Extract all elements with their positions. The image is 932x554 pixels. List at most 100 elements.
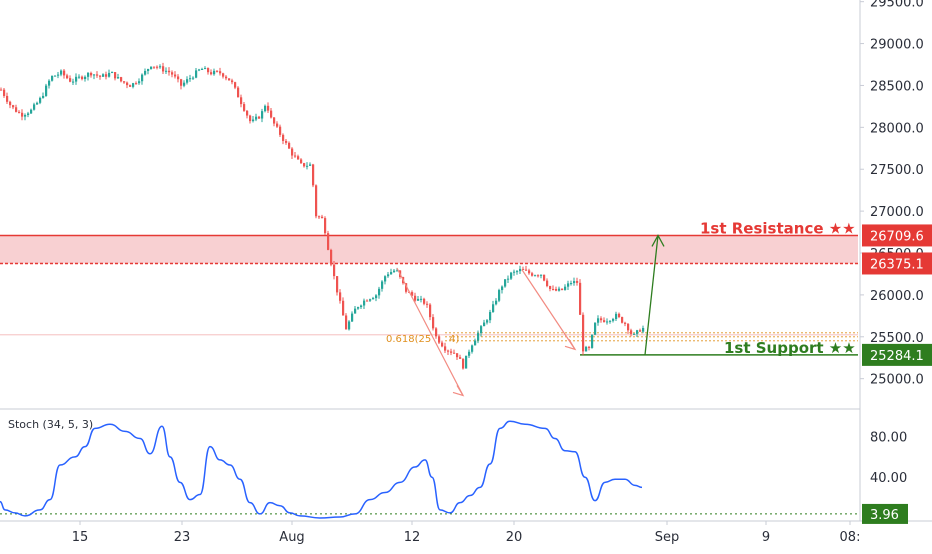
- support-tag: [862, 343, 932, 366]
- pattern-arrow-line: [521, 269, 576, 350]
- candle-body: [393, 270, 396, 273]
- candle-body: [348, 321, 351, 330]
- candle-body: [507, 278, 510, 280]
- candle-body: [300, 159, 303, 164]
- zones-layer: [0, 234, 858, 356]
- candle-body: [636, 330, 639, 334]
- pattern-arrow-head: [564, 339, 577, 351]
- candle-body: [87, 72, 90, 77]
- candle-body: [195, 70, 198, 78]
- time-tick-label: 20: [506, 530, 523, 545]
- candle-body: [321, 216, 324, 219]
- candle-body: [315, 185, 318, 217]
- candle-body: [444, 346, 447, 351]
- candle-body: [177, 76, 180, 80]
- candle-body: [435, 328, 438, 337]
- candle-body: [414, 295, 417, 301]
- candle-body: [546, 280, 549, 287]
- fib-label: 0.618(25: [386, 334, 431, 345]
- candle-body: [138, 81, 141, 84]
- candle-body: [36, 102, 39, 105]
- candle-body: [594, 322, 597, 335]
- candle-body: [447, 350, 450, 352]
- candle-body: [216, 70, 219, 72]
- time-tick-label: Sep: [655, 530, 680, 545]
- candle-body: [132, 83, 135, 87]
- candle-body: [378, 288, 381, 296]
- candles-layer: [0, 62, 645, 370]
- candle-body: [93, 74, 96, 76]
- candle-body: [234, 82, 237, 88]
- stoch-value-tag: [862, 503, 908, 524]
- candle-body: [219, 71, 222, 74]
- candle-body: [597, 318, 600, 323]
- candle-body: [306, 165, 309, 167]
- price-tick-label: 29500.0: [870, 0, 924, 11]
- candle-body: [246, 110, 249, 116]
- candle-body: [585, 346, 588, 352]
- price-tick-label: 28000.0: [870, 121, 924, 136]
- price-tick-label: 25500.0: [870, 331, 924, 346]
- candle-body: [561, 288, 564, 290]
- candle-body: [225, 76, 228, 79]
- candle-body: [24, 115, 27, 117]
- candle-body: [273, 117, 276, 124]
- candle-body: [66, 75, 69, 79]
- candle-body: [534, 275, 537, 277]
- projection-arrow-line: [644, 235, 659, 355]
- stoch-line: [0, 420, 643, 519]
- candle-body: [345, 315, 348, 330]
- candle-body: [99, 75, 102, 77]
- candle-body: [567, 283, 570, 287]
- candle-body: [624, 322, 627, 324]
- projection-arrow-head: [651, 234, 665, 247]
- candle-body: [462, 358, 465, 369]
- candle-body: [477, 333, 480, 341]
- candle-body: [48, 80, 51, 86]
- price-tick-label: 25000.0: [870, 373, 924, 388]
- candle-body: [123, 81, 126, 83]
- candle-body: [198, 69, 201, 71]
- fib-label-tail: 4): [449, 334, 459, 345]
- candle-body: [630, 330, 633, 334]
- candle-body: [333, 264, 336, 277]
- candle-body: [459, 357, 462, 359]
- candle-body: [69, 78, 72, 82]
- candle-body: [600, 318, 603, 321]
- candle-body: [204, 68, 207, 70]
- candle-body: [3, 89, 6, 96]
- candle-body: [570, 283, 573, 285]
- candle-body: [150, 66, 153, 69]
- candle-body: [102, 74, 105, 77]
- stoch-value-text: 3.96: [870, 508, 899, 523]
- candle-body: [141, 74, 144, 82]
- candle-body: [552, 288, 555, 290]
- candle-body: [165, 70, 168, 72]
- candle-body: [252, 119, 255, 122]
- candle-body: [90, 72, 93, 76]
- candle-body: [210, 72, 213, 75]
- candle-body: [186, 79, 189, 83]
- candle-body: [270, 110, 273, 118]
- candle-body: [261, 111, 264, 119]
- candle-body: [60, 70, 63, 75]
- candle-body: [342, 300, 345, 316]
- candle-body: [465, 355, 468, 369]
- candle-body: [489, 312, 492, 321]
- candle-body: [456, 353, 459, 358]
- candle-body: [432, 317, 435, 329]
- resistance-zone: [0, 235, 858, 264]
- candle-body: [174, 74, 177, 77]
- candle-body: [75, 76, 78, 82]
- time-tick-label: Aug: [279, 530, 304, 545]
- candle-body: [54, 75, 57, 77]
- candle-body: [282, 134, 285, 141]
- candle-body: [420, 298, 423, 300]
- candle-body: [483, 322, 486, 327]
- annotations-layer: 0.618(25 4) 1st Resistance ★★ 1st Support ★…: [386, 219, 856, 397]
- candle-body: [120, 77, 123, 82]
- candle-body: [639, 330, 642, 332]
- time-tick-label: 23: [174, 530, 191, 545]
